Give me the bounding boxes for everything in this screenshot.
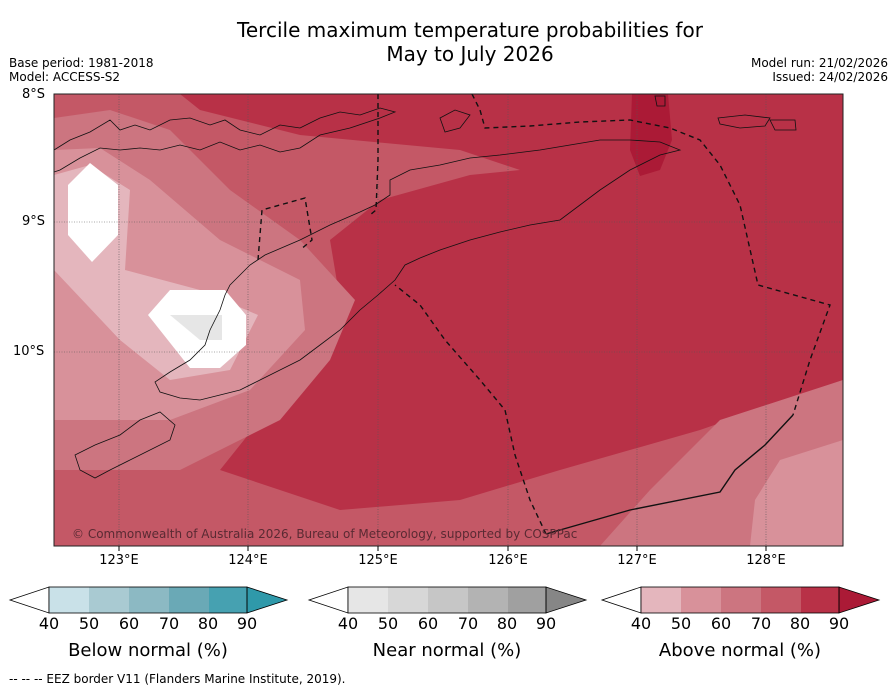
lon-label: 128°E: [746, 553, 786, 568]
colorbar-near-swatch: [428, 587, 468, 613]
meta-left: Base period: 1981-2018 Model: ACCESS-S2: [9, 56, 154, 84]
title-line-2: May to July 2026: [386, 42, 554, 66]
colorbar-near-swatch: [508, 587, 546, 613]
colorbar-tick: 90: [828, 614, 850, 633]
field-50-se: [750, 440, 843, 546]
colorbar-above-swatch: [801, 587, 839, 613]
probability-field: [54, 94, 843, 546]
colorbar-below-swatch: [169, 587, 209, 613]
model-run: Model run: 21/02/2026: [750, 56, 888, 70]
eez-border: [257, 94, 831, 535]
title-line-1: Tercile maximum temperature probabilitie…: [237, 18, 703, 42]
colorbar-near-label: Near normal (%): [372, 640, 522, 661]
colorbar-below-swatch: [49, 587, 89, 613]
colorbar-below: [8, 586, 289, 614]
lat-label: 9°S: [22, 214, 46, 229]
lon-label: 126°E: [488, 553, 528, 568]
colorbar-tick: 60: [417, 614, 439, 633]
colorbar-above-swatch: [721, 587, 761, 613]
colorbar-tick: 80: [197, 614, 219, 633]
lon-label: 125°E: [358, 553, 398, 568]
eez-footnote: -- -- -- EEZ border V11 (Flanders Marine…: [9, 672, 346, 686]
colorbar-above-swatch: [641, 587, 681, 613]
colorbar-below-swatch: [209, 587, 247, 613]
axis-ticks: [118, 546, 767, 551]
colorbar-below-swatch: [129, 587, 169, 613]
lat-label: 8°S: [22, 87, 46, 102]
model-name: Model: ACCESS-S2: [9, 70, 121, 84]
base-period: Base period: 1981-2018: [9, 56, 154, 70]
colorbar-near-swatch: [348, 587, 388, 613]
colorbar-tick: 50: [670, 614, 692, 633]
colorbar-tick: 70: [457, 614, 479, 633]
field-80: [180, 94, 843, 510]
colorbar-below-label: Below normal (%): [68, 640, 228, 661]
colorbar-near-swatch: [468, 587, 508, 613]
colorbar-below-swatch: [246, 586, 289, 614]
map-frame: [53, 93, 844, 547]
colorbar-tick: 80: [496, 614, 518, 633]
colorbar-above-label: Above normal (%): [658, 640, 822, 661]
colorbar-tick: 70: [158, 614, 180, 633]
colorbar-tick: 50: [78, 614, 100, 633]
colorbar-tick: 40: [337, 614, 359, 633]
graticule: [54, 94, 843, 546]
colorbar-above-swatch: [681, 587, 721, 613]
field-90: [630, 94, 672, 176]
colorbar-tick: 90: [535, 614, 557, 633]
colorbar-tick: 40: [630, 614, 652, 633]
lon-label: 123°E: [99, 553, 139, 568]
coastlines: [54, 95, 797, 479]
colorbar-above-swatch: [838, 586, 881, 614]
colorbar-tick: 40: [38, 614, 60, 633]
lon-label: 124°E: [228, 553, 268, 568]
colorbar-tick: 50: [377, 614, 399, 633]
colorbar-near-swatch: [545, 586, 588, 614]
white-patch-1: [68, 163, 118, 262]
colorbar-near: [307, 586, 588, 614]
colorbar-tick: 60: [710, 614, 732, 633]
colorbar-tick: 60: [118, 614, 140, 633]
colorbar-tick: 90: [236, 614, 258, 633]
colorbar-above-swatch: [761, 587, 801, 613]
meta-right: Model run: 21/02/2026 Issued: 24/02/2026: [751, 56, 888, 84]
colorbar-below-swatch: [89, 587, 129, 613]
copyright-notice: © Commonwealth of Australia 2026, Bureau…: [72, 527, 578, 541]
colorbar-above: [600, 586, 881, 614]
colorbar-near-swatch: [388, 587, 428, 613]
map-title: Tercile maximum temperature probabilitie…: [0, 18, 896, 66]
lon-label: 127°E: [617, 553, 657, 568]
lat-label: 10°S: [13, 344, 45, 359]
colorbar-tick: 70: [750, 614, 772, 633]
issued-date: Issued: 24/02/2026: [772, 70, 888, 84]
colorbar-tick: 80: [789, 614, 811, 633]
